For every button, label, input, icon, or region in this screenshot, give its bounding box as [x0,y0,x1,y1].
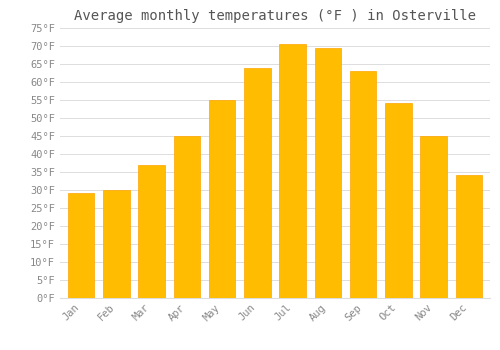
Bar [244,68,270,298]
Bar [68,193,94,298]
Bar [138,164,165,298]
Bar [103,190,130,298]
Bar [456,175,482,298]
Bar [420,136,447,298]
Bar [209,100,236,297]
Bar [385,104,411,298]
Title: Average monthly temperatures (°F ) in Osterville: Average monthly temperatures (°F ) in Os… [74,9,476,23]
Bar [350,71,376,298]
Bar [314,48,341,298]
Bar [280,44,306,298]
Bar [174,136,200,298]
